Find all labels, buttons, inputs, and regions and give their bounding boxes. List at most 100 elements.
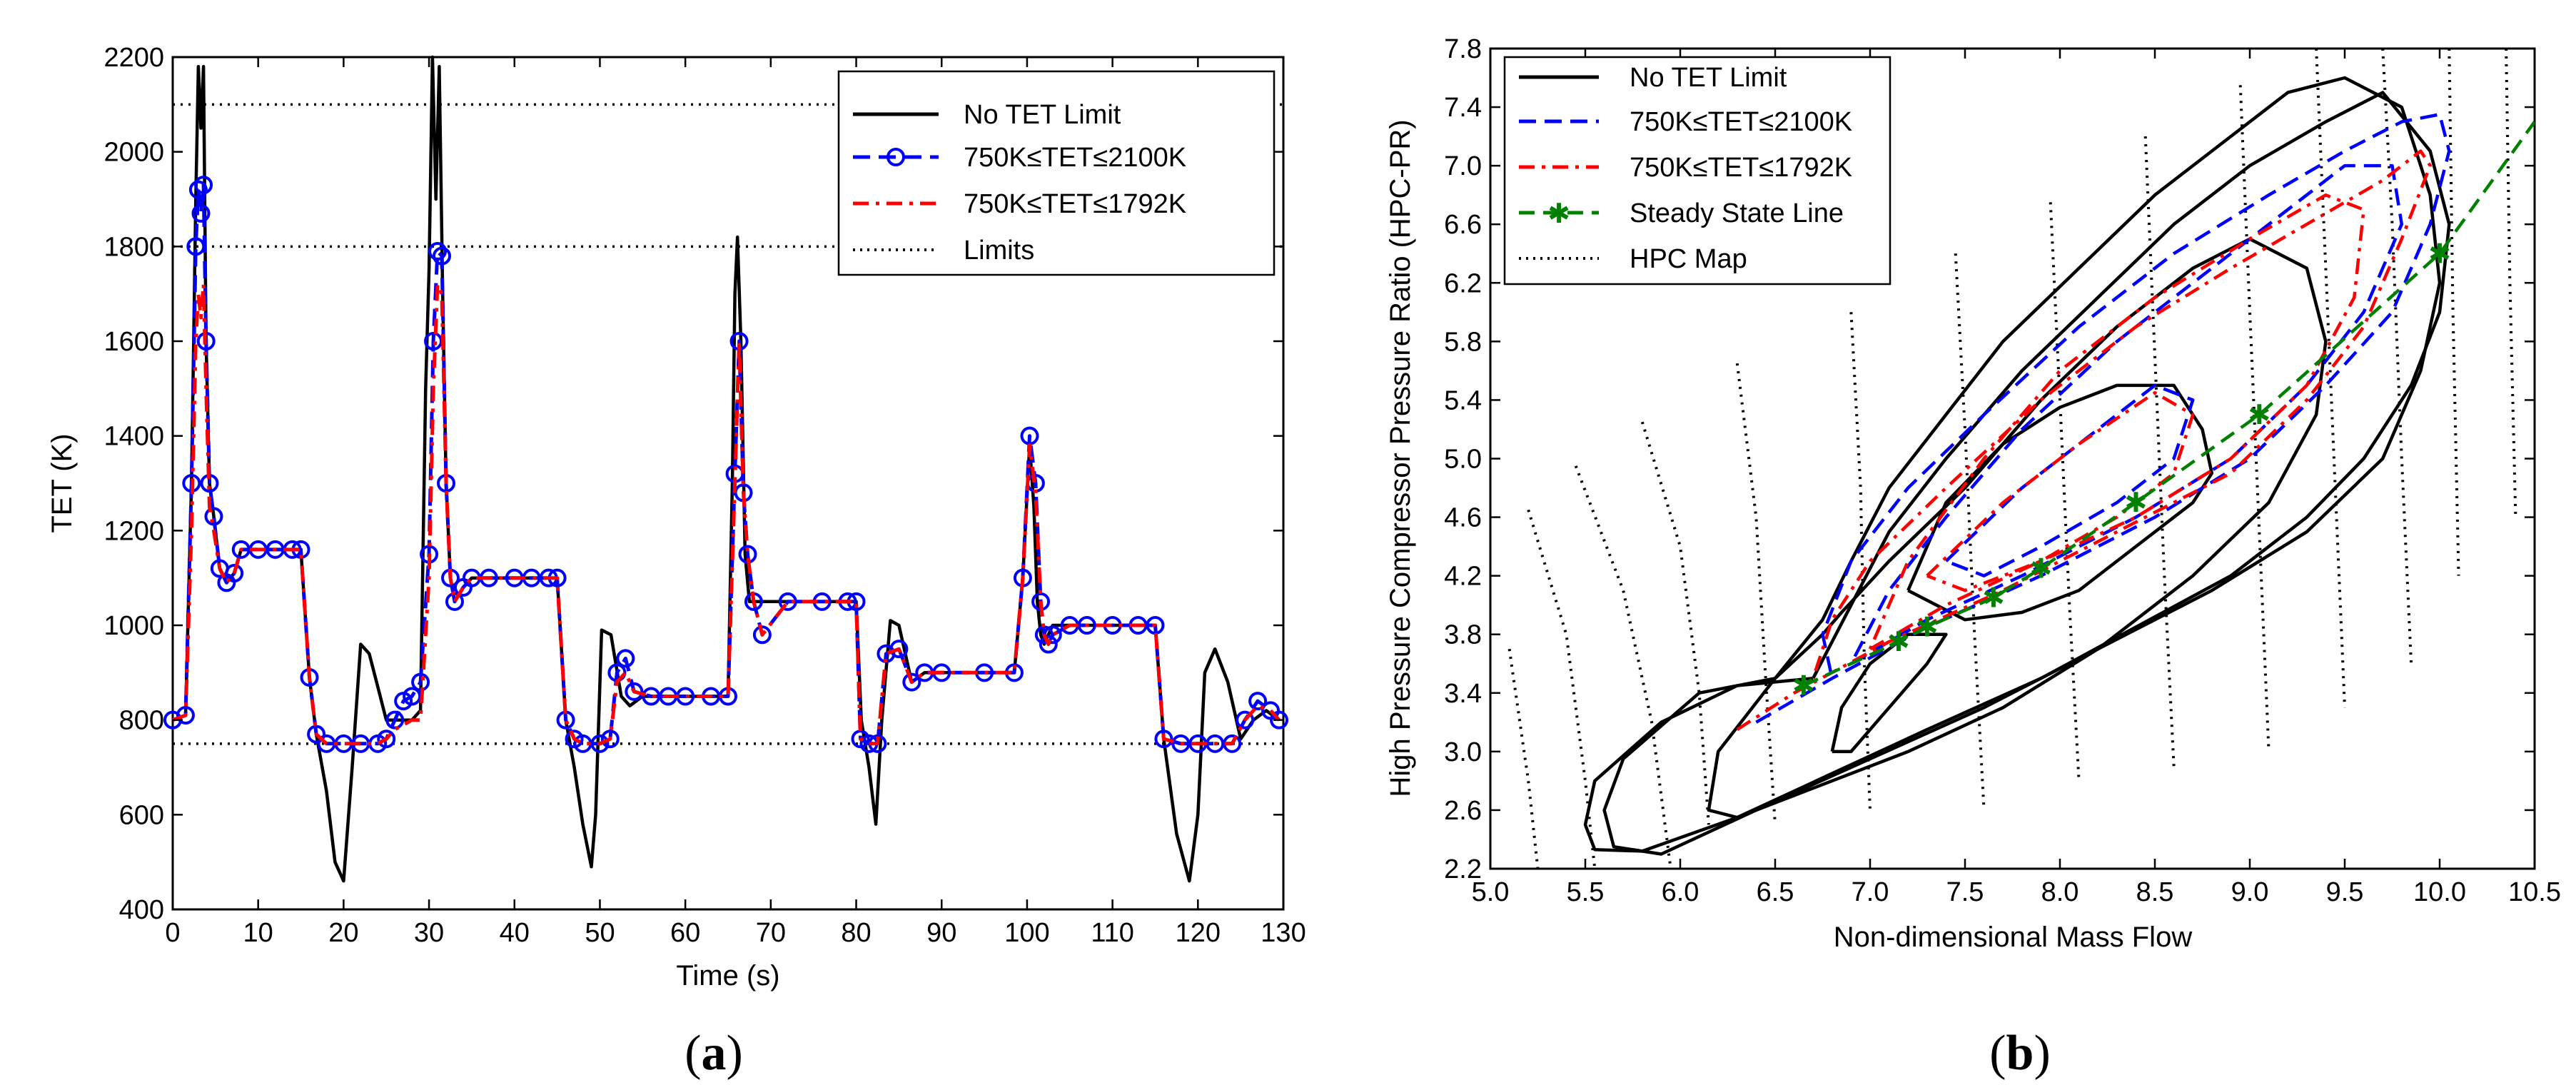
panel-a-marker-2100k xyxy=(590,734,610,753)
panel-a-xtick-label: 100 xyxy=(1004,918,1049,948)
panel-a-tet-vs-time: 0 10 20 30 40 50 60 70 80 90 100 110 120 130 400 600 800… xyxy=(46,43,1306,1081)
panel-a-ytick-label: 600 xyxy=(119,800,164,830)
panel-a-marker-2100k xyxy=(1039,635,1058,654)
panel-a-marker-2100k xyxy=(1154,730,1173,749)
panel-a-series xyxy=(163,55,1289,883)
panel-a-xtick-label: 90 xyxy=(926,918,956,948)
panel-b-xtick-label: 7.0 xyxy=(1852,877,1889,907)
panel-b-series: ✱✱ ✱✱✱✱✱✱ xyxy=(1583,76,2535,856)
panel-b-series-2100k xyxy=(1849,163,2404,665)
panel-a-marker-2100k xyxy=(1236,710,1255,730)
panel-a-xtick-label: 110 xyxy=(1091,918,1134,948)
panel-b-ytick-label: 5.4 xyxy=(1444,385,1482,415)
panel-b-speed-line xyxy=(1849,312,1872,810)
panel-a-legend-label-1792: 750K≤TET≤1792K xyxy=(964,189,1186,219)
panel-a-marker-2100k xyxy=(186,237,206,256)
panel-b-ytick-label: 3.8 xyxy=(1444,620,1482,650)
panel-b-series-2100k xyxy=(1944,383,2195,577)
panel-b-ytick-label: 4.2 xyxy=(1444,562,1482,592)
panel-b-marker-steady-state: ✱ xyxy=(1792,670,1815,702)
panel-a-marker-2100k xyxy=(188,180,208,199)
panel-b-xtick-label: 8.5 xyxy=(2136,877,2174,907)
panel-a-marker-2100k xyxy=(625,682,644,701)
panel-a-marker-2100k xyxy=(194,176,213,195)
panel-a-xtick-label: 80 xyxy=(841,918,871,948)
panel-a-marker-2100k xyxy=(752,625,772,645)
panel-a-marker-2100k xyxy=(902,672,921,692)
panel-b-legend-label-steady: Steady State Line xyxy=(1630,198,1844,228)
panel-a-marker-2100k xyxy=(377,730,396,749)
panel-b-legend-box xyxy=(1503,56,1891,286)
panel-a-ytick-label: 1800 xyxy=(103,232,164,262)
panel-a-xtick-label: 40 xyxy=(500,918,530,948)
panel-b-legend-label-1792: 750K≤TET≤1792K xyxy=(1630,153,1852,183)
panel-b-xtick-label: 7.5 xyxy=(1946,877,1984,907)
panel-b-ytick-label: 5.8 xyxy=(1444,327,1482,357)
panel-b-series-2100k xyxy=(1755,113,2451,724)
panel-a-ytick-label: 1200 xyxy=(103,516,164,546)
panel-a-caption: (a) xyxy=(685,1026,743,1081)
panel-a-marker-2100k xyxy=(433,246,452,266)
panel-b-marker-steady-state: ✱ xyxy=(2428,238,2451,269)
panel-b-ytick-label: 3.0 xyxy=(1444,737,1482,767)
panel-b-xtick-label: 5.0 xyxy=(1472,877,1510,907)
panel-b-marker-steady-state: ✱ xyxy=(1916,611,1939,642)
panel-b-ytick-label: 4.6 xyxy=(1444,503,1482,533)
panel-b-marker-steady-state: ✱ xyxy=(2248,399,2271,430)
panel-a-legend-box xyxy=(837,70,1276,276)
panel-a-ytick-label: 400 xyxy=(119,895,164,925)
panel-b-xtick-label: 5.5 xyxy=(1567,877,1605,907)
panel-b-ylabel: High Pressure Compressor Pressure Ratio … xyxy=(1385,119,1416,797)
panel-a-marker-2100k xyxy=(778,592,797,611)
panel-a-marker-2100k xyxy=(204,507,223,526)
panel-a-marker-2100k xyxy=(176,706,195,725)
panel-b-speed-line xyxy=(2448,49,2460,576)
panel-b-ytick-label: 5.0 xyxy=(1444,445,1482,475)
panel-b-legend-label-no-limit: No TET Limit xyxy=(1630,63,1787,93)
panel-b-caption-open: ( xyxy=(1989,1026,2006,1081)
panel-b-marker-steady-state: ✱ xyxy=(2124,487,2147,518)
panel-a-marker-2100k xyxy=(307,725,326,744)
panel-b-xtick-label: 9.5 xyxy=(2326,877,2364,907)
panel-b-series-no-tet-limit xyxy=(1602,76,2442,856)
panel-a-marker-2100k xyxy=(428,241,448,261)
panel-a-xtick-label: 70 xyxy=(756,918,786,948)
panel-a-ytick-label: 2000 xyxy=(103,138,164,168)
panel-b-xtick-label: 8.0 xyxy=(2041,877,2079,907)
panel-a-xtick-label: 10 xyxy=(243,918,273,948)
panel-a-marker-2100k xyxy=(1077,616,1096,635)
panel-a-marker-2100k xyxy=(1223,734,1242,753)
panel-a-ytick-label: 1600 xyxy=(103,327,164,357)
panel-b-ytick-label: 6.2 xyxy=(1444,268,1482,298)
panel-a-marker-2100k xyxy=(889,640,909,659)
panel-b-xtick-label: 10.5 xyxy=(2508,877,2561,907)
panel-a-marker-2100k xyxy=(191,203,211,223)
panel-b-ytick-label: 7.0 xyxy=(1444,151,1482,181)
panel-a-xtick-label: 50 xyxy=(585,918,615,948)
panel-a-legend-label-no-limit: No TET Limit xyxy=(964,100,1121,130)
panel-b-series-no-tet-limit xyxy=(1906,383,2214,622)
panel-b-caption: (b) xyxy=(1989,1026,2051,1081)
panel-a-marker-2100k xyxy=(600,730,620,749)
panel-b-legend: No TET Limit 750K≤TET≤2100K 750K≤TET≤179… xyxy=(1503,56,1891,286)
panel-a-xtick-label: 120 xyxy=(1176,918,1221,948)
panel-a-legend-marker-2100 xyxy=(887,148,905,166)
panel-a-ylabel: TET (K) xyxy=(46,433,78,533)
panel-a-caption-letter: a xyxy=(702,1026,727,1081)
panel-b-series-no-tet-limit xyxy=(1583,91,2451,853)
panel-a-xtick-label: 30 xyxy=(414,918,444,948)
panel-a-xlabel: Time (s) xyxy=(676,960,779,991)
panel-b-legend-label-map: HPC Map xyxy=(1630,244,1747,274)
panel-a-caption-open: ( xyxy=(685,1026,701,1081)
panel-b-xtick-label: 6.0 xyxy=(1662,877,1699,907)
panel-a-marker-2100k xyxy=(1270,710,1289,730)
panel-b-legend-marker-steady: ✱ xyxy=(1547,198,1570,229)
panel-b-ytick-label: 2.2 xyxy=(1444,854,1482,884)
panel-a-ytick-label: 800 xyxy=(119,706,164,736)
panel-b-speed-line xyxy=(1954,253,1986,811)
panel-b-ytick-label: 2.6 xyxy=(1444,796,1482,826)
panel-a-ytick-label: 1400 xyxy=(103,422,164,452)
panel-b-xtick-label: 6.5 xyxy=(1757,877,1794,907)
panel-b-caption-letter: b xyxy=(2006,1026,2034,1081)
